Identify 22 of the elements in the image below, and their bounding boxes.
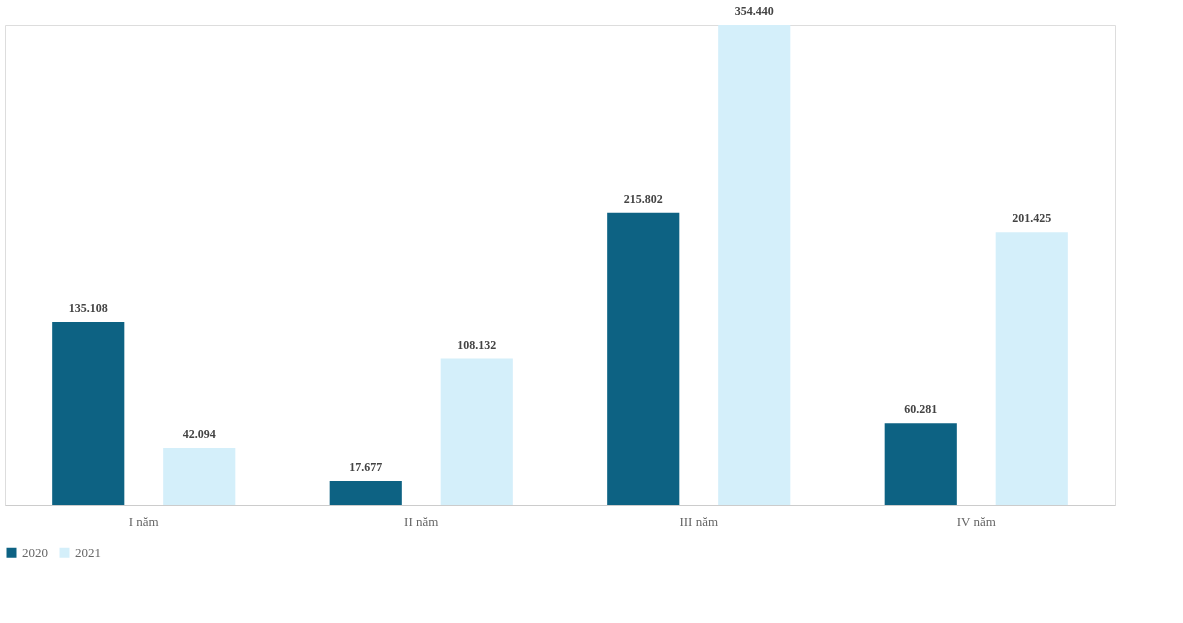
bar (163, 447, 236, 505)
x-tick-label: I năm (128, 513, 159, 529)
x-tick-label: II năm (404, 513, 439, 529)
legend-label: 2020 (22, 544, 48, 560)
x-tick-label: III năm (679, 513, 719, 529)
data-label: 354.440 (734, 4, 774, 18)
bar (440, 358, 513, 505)
x-tick-label: IV năm (956, 513, 996, 529)
data-label: 108.132 (457, 337, 497, 352)
bar (607, 212, 680, 505)
data-label: 201.425 (1012, 211, 1052, 226)
bar (884, 423, 957, 505)
bar (995, 232, 1068, 505)
bar (52, 322, 125, 505)
bar (329, 481, 402, 505)
data-label: 135.108 (68, 301, 108, 316)
data-label: 42.094 (182, 426, 216, 441)
bar (718, 25, 791, 505)
data-label: 17.677 (349, 460, 383, 475)
data-label: 215.802 (623, 191, 663, 206)
data-label: 60.281 (904, 402, 938, 417)
legend-label: 2021 (75, 544, 101, 560)
